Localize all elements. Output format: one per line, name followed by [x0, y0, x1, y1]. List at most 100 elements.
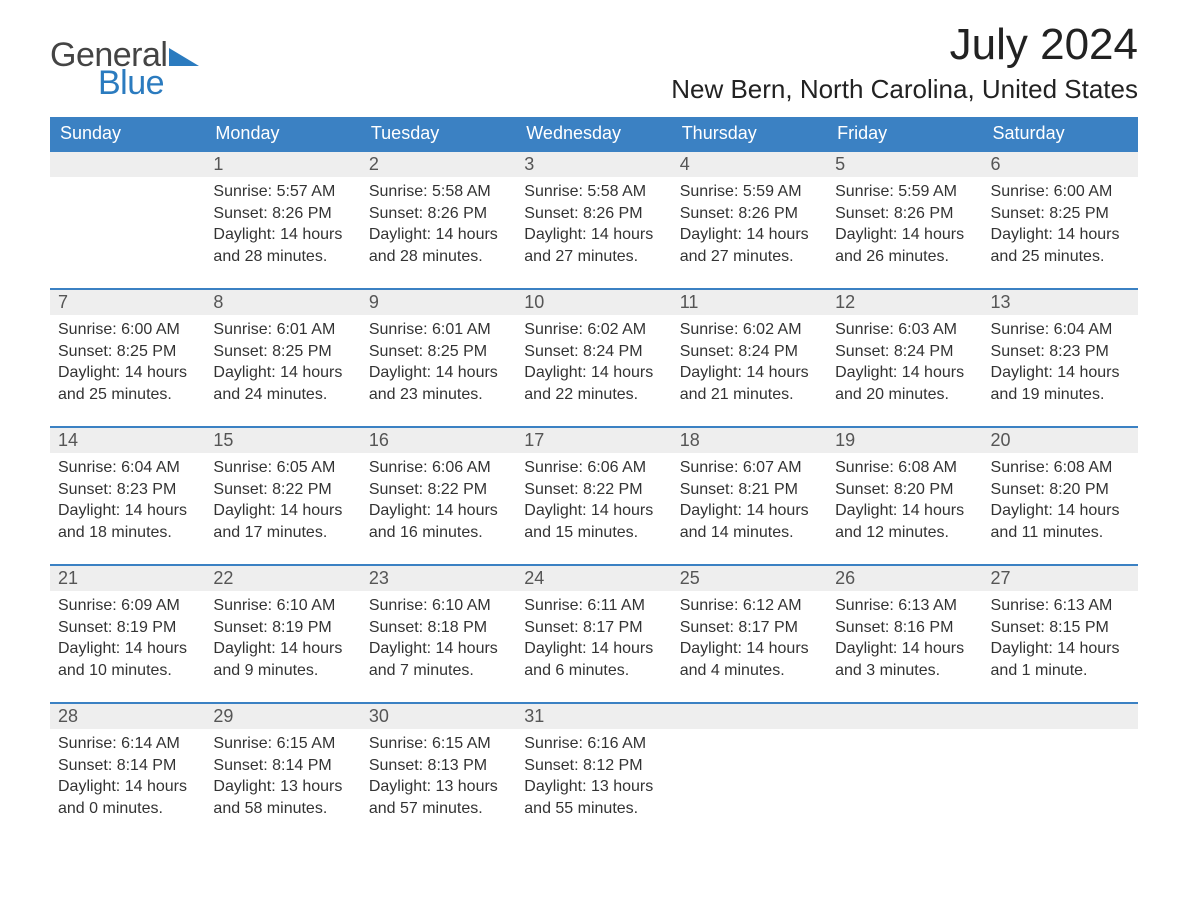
sunrise-line: Sunrise: 6:10 AM [369, 595, 508, 617]
day-number-cell: 20 [983, 427, 1138, 453]
logo: General Blue [50, 20, 199, 100]
sunset-line: Sunset: 8:26 PM [524, 203, 663, 225]
day-detail-cell: Sunrise: 6:00 AMSunset: 8:25 PMDaylight:… [50, 315, 205, 427]
sunrise-line: Sunrise: 6:14 AM [58, 733, 197, 755]
day-number-cell: 13 [983, 289, 1138, 315]
day-detail-cell: Sunrise: 6:10 AMSunset: 8:19 PMDaylight:… [205, 591, 360, 703]
sunset-line: Sunset: 8:14 PM [213, 755, 352, 777]
day-detail-cell: Sunrise: 6:00 AMSunset: 8:25 PMDaylight:… [983, 177, 1138, 289]
daylight-line: Daylight: 14 hours and 1 minute. [991, 638, 1130, 681]
daylight-line: Daylight: 14 hours and 14 minutes. [680, 500, 819, 543]
day-number-cell: 18 [672, 427, 827, 453]
daylight-line: Daylight: 14 hours and 4 minutes. [680, 638, 819, 681]
day-detail-row: Sunrise: 6:09 AMSunset: 8:19 PM Daylight:… [50, 591, 1138, 703]
day-detail-cell: Sunrise: 6:04 AMSunset: 8:23 PMDaylight:… [50, 453, 205, 565]
day-number-cell: 1 [205, 151, 360, 177]
day-detail-cell: Sunrise: 6:08 AMSunset: 8:20 PMDaylight:… [827, 453, 982, 565]
day-detail-cell: Sunrise: 6:06 AMSunset: 8:22 PMDaylight:… [361, 453, 516, 565]
day-number-cell: 7 [50, 289, 205, 315]
daylight-line: Daylight: 14 hours and 25 minutes. [991, 224, 1130, 267]
day-number-cell: 17 [516, 427, 671, 453]
calendar-body: 123456Sunrise: 5:57 AMSunset: 8:26 PMDay… [50, 151, 1138, 841]
sunset-line: Sunset: 8:26 PM [369, 203, 508, 225]
day-number-cell: 29 [205, 703, 360, 729]
sunrise-line: Sunrise: 6:10 AM [213, 595, 352, 617]
sunset-line: Sunset: 8:25 PM [213, 341, 352, 363]
day-number-cell: 14 [50, 427, 205, 453]
day-number-row: 78910111213 [50, 289, 1138, 315]
day-header: Thursday [672, 117, 827, 151]
daylight-line: Daylight: 14 hours and 28 minutes. [369, 224, 508, 267]
day-detail-cell: Sunrise: 6:09 AMSunset: 8:19 PMDaylight:… [50, 591, 205, 703]
day-header: Saturday [983, 117, 1138, 151]
sunset-line: Sunset: 8:19 PM [58, 617, 197, 639]
daylight-line: Daylight: 14 hours and 3 minutes. [835, 638, 974, 681]
day-number-row: 28293031 [50, 703, 1138, 729]
day-detail-cell: Sunrise: 6:12 AMSunset: 8:17 PMDaylight:… [672, 591, 827, 703]
sunrise-line: Sunrise: 6:09 AM [58, 595, 197, 617]
sunrise-line: Sunrise: 6:08 AM [991, 457, 1130, 479]
day-detail-cell: Sunrise: 6:15 AMSunset: 8:14 PMDaylight:… [205, 729, 360, 841]
day-detail-cell: Sunrise: 5:59 AMSunset: 8:26 PMDaylight:… [827, 177, 982, 289]
sunrise-line: Sunrise: 6:16 AM [524, 733, 663, 755]
daylight-line: Daylight: 14 hours and 11 minutes. [991, 500, 1130, 543]
sunset-line: Sunset: 8:13 PM [369, 755, 508, 777]
day-detail-cell: Sunrise: 6:02 AMSunset: 8:24 PMDaylight:… [672, 315, 827, 427]
sunset-line: Sunset: 8:12 PM [524, 755, 663, 777]
sunset-line: Sunset: 8:23 PM [991, 341, 1130, 363]
sunrise-line: Sunrise: 6:00 AM [991, 181, 1130, 203]
day-detail-cell: Sunrise: 6:13 AMSunset: 8:15 PMDaylight:… [983, 591, 1138, 703]
day-number-cell: 31 [516, 703, 671, 729]
sunset-line: Sunset: 8:22 PM [524, 479, 663, 501]
sunrise-line: Sunrise: 5:58 AM [524, 181, 663, 203]
day-number-cell: 25 [672, 565, 827, 591]
day-detail-cell: Sunrise: 5:57 AMSunset: 8:26 PMDaylight:… [205, 177, 360, 289]
sunrise-line: Sunrise: 6:13 AM [991, 595, 1130, 617]
daylight-line: Daylight: 14 hours and 22 minutes. [524, 362, 663, 405]
day-detail-cell: Sunrise: 6:10 AMSunset: 8:18 PMDaylight:… [361, 591, 516, 703]
daylight-line: Daylight: 14 hours and 17 minutes. [213, 500, 352, 543]
sunrise-line: Sunrise: 6:01 AM [369, 319, 508, 341]
title-block: July 2024 New Bern, North Carolina, Unit… [671, 20, 1138, 105]
sunrise-line: Sunrise: 6:02 AM [680, 319, 819, 341]
sunrise-line: Sunrise: 5:59 AM [835, 181, 974, 203]
sunset-line: Sunset: 8:25 PM [369, 341, 508, 363]
sunrise-line: Sunrise: 6:07 AM [680, 457, 819, 479]
daylight-line: Daylight: 14 hours and 0 minutes. [58, 776, 197, 819]
daylight-line: Daylight: 14 hours and 27 minutes. [680, 224, 819, 267]
day-number-cell: 9 [361, 289, 516, 315]
sunset-line: Sunset: 8:22 PM [369, 479, 508, 501]
day-detail-cell: Sunrise: 6:08 AMSunset: 8:20 PMDaylight:… [983, 453, 1138, 565]
day-detail-cell: Sunrise: 6:06 AMSunset: 8:22 PMDaylight:… [516, 453, 671, 565]
sunset-line: Sunset: 8:26 PM [213, 203, 352, 225]
day-number-cell: 27 [983, 565, 1138, 591]
day-header: Friday [827, 117, 982, 151]
daylight-line: Daylight: 13 hours and 57 minutes. [369, 776, 508, 819]
day-detail-cell [672, 729, 827, 841]
day-number-cell: 15 [205, 427, 360, 453]
daylight-line: Daylight: 14 hours and 28 minutes. [213, 224, 352, 267]
daylight-line: Daylight: 14 hours and 18 minutes. [58, 500, 197, 543]
day-number-cell: 22 [205, 565, 360, 591]
sunrise-line: Sunrise: 6:06 AM [524, 457, 663, 479]
daylight-line: Daylight: 14 hours and 25 minutes. [58, 362, 197, 405]
day-detail-cell: Sunrise: 6:13 AMSunset: 8:16 PMDaylight:… [827, 591, 982, 703]
daylight-line: Daylight: 14 hours and 24 minutes. [213, 362, 352, 405]
sunrise-line: Sunrise: 6:12 AM [680, 595, 819, 617]
daylight-line: Daylight: 14 hours and 20 minutes. [835, 362, 974, 405]
sunset-line: Sunset: 8:24 PM [680, 341, 819, 363]
day-number-row: 123456 [50, 151, 1138, 177]
day-header-row: Sunday Monday Tuesday Wednesday Thursday… [50, 117, 1138, 151]
day-detail-cell: Sunrise: 6:01 AMSunset: 8:25 PMDaylight:… [361, 315, 516, 427]
daylight-line: Daylight: 14 hours and 21 minutes. [680, 362, 819, 405]
day-number-row: 14151617181920 [50, 427, 1138, 453]
day-number-row: 21222324252627 [50, 565, 1138, 591]
sunrise-line: Sunrise: 6:01 AM [213, 319, 352, 341]
day-number-cell: 5 [827, 151, 982, 177]
sunrise-line: Sunrise: 6:04 AM [991, 319, 1130, 341]
day-detail-cell: Sunrise: 6:02 AMSunset: 8:24 PMDaylight:… [516, 315, 671, 427]
sunset-line: Sunset: 8:26 PM [680, 203, 819, 225]
daylight-line: Daylight: 14 hours and 7 minutes. [369, 638, 508, 681]
sunrise-line: Sunrise: 6:06 AM [369, 457, 508, 479]
day-number-cell: 16 [361, 427, 516, 453]
